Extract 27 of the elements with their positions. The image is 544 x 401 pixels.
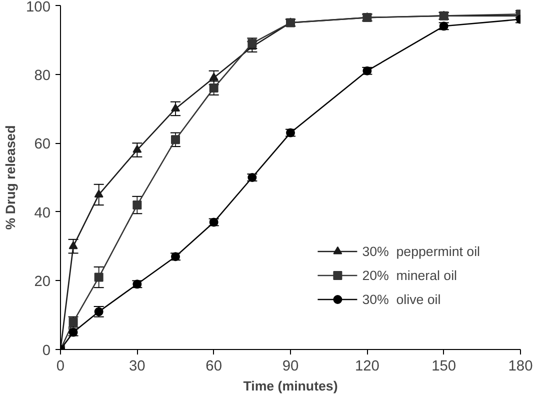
y-axis-title: % Drug released — [3, 125, 18, 230]
point — [94, 272, 104, 282]
x-tick-label: 30 — [129, 358, 146, 374]
x-tick-label: 150 — [432, 358, 456, 374]
point — [171, 135, 180, 144]
x-tick-label: 0 — [56, 358, 65, 374]
y-tick-label: 80 — [34, 68, 51, 84]
x-axis-title: Time (minutes) — [243, 378, 338, 394]
y-tick-label: 60 — [34, 136, 51, 153]
y-tick-label: 100 — [26, 0, 51, 16]
y-tick-label: 40 — [34, 205, 51, 222]
x-tick-label: 60 — [206, 358, 222, 374]
y-tick-label: 20 — [34, 274, 51, 290]
point — [132, 200, 142, 210]
point — [68, 241, 78, 250]
x-tick-label: 120 — [354, 358, 380, 374]
point — [171, 104, 180, 112]
point — [132, 144, 142, 153]
x-tick-label: 180 — [508, 358, 533, 374]
legend-label: 20% mineral oil — [362, 268, 458, 282]
y-tick-label: 0 — [42, 343, 51, 359]
legend-label: 30% olive oil — [362, 292, 441, 306]
x-tick-label: 90 — [282, 358, 299, 374]
point — [94, 190, 104, 198]
point — [209, 84, 218, 93]
legend-label: 30% peppermint oil — [362, 244, 480, 258]
point — [209, 72, 218, 81]
